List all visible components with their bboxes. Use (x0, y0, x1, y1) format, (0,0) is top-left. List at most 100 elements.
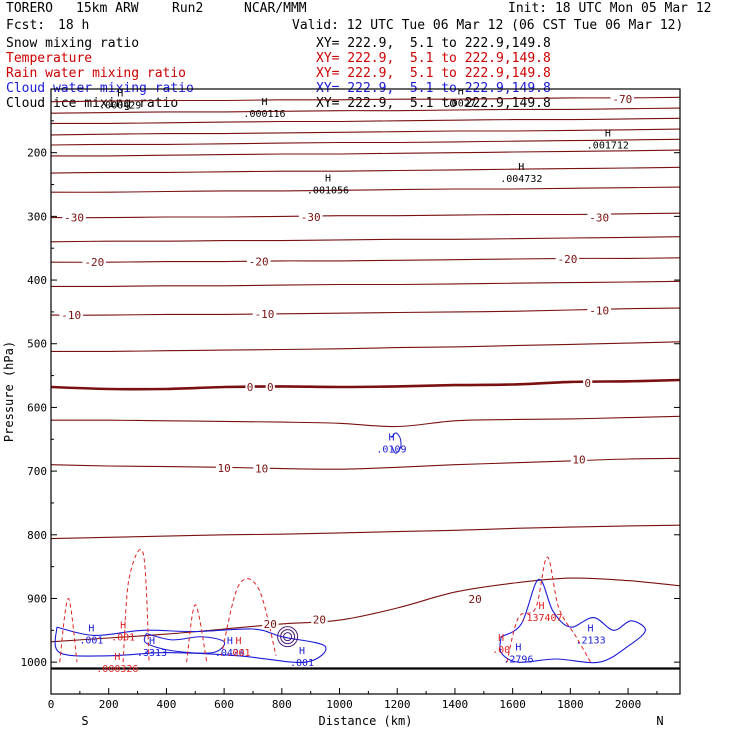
forecast-label: Fcst: (6, 18, 46, 33)
field-xy-range: XY= 222.9, 5.1 to 222.9,149.8 (316, 96, 551, 111)
temperature-contour (51, 96, 680, 103)
temperature-label: -20 (558, 253, 578, 266)
snow-maximum-marker: H (458, 87, 464, 98)
rain-maximum-value: .000326 (96, 664, 138, 675)
temperature-label: 20 (264, 618, 277, 631)
south-end-label: S (81, 714, 88, 728)
temperature-label-bg (610, 93, 635, 105)
temperature-label: -30 (589, 212, 609, 225)
temperature-label: -30 (301, 211, 321, 224)
temperature-label: 20 (469, 593, 482, 606)
field-xy-range: XY= 222.9, 5.1 to 222.9,149.8 (316, 66, 551, 81)
temperature-label-bg (59, 309, 83, 321)
snow-maximum-marker: H (518, 162, 524, 173)
rain-water-region (122, 549, 150, 663)
temperature-label: 10 (217, 462, 230, 475)
x-tick-label: 600 (214, 698, 234, 711)
snow-maximum-marker: H (605, 129, 611, 140)
temperature-label-bg (466, 593, 484, 605)
cloud-water-maximum-marker: H (227, 636, 233, 647)
temperature-contour (51, 107, 680, 114)
y-tick-label: 600 (27, 401, 47, 414)
temperature-label-bg (215, 461, 233, 473)
x-axis-title: Distance (km) (319, 714, 413, 728)
x-tick-label: 1800 (557, 698, 584, 711)
snow-maximum-value: .0027 (446, 99, 476, 110)
temperature-label-bg (587, 211, 612, 223)
y-tick-label: 300 (27, 210, 47, 223)
temperature-label-bg (262, 617, 279, 629)
x-tick-label: 2000 (615, 698, 642, 711)
snow-maximum-value: .004732 (500, 174, 542, 185)
temperature-contour (51, 236, 680, 243)
cloud-water-maximum-value: .001 (79, 636, 103, 647)
model-resolution: 15km ARW (76, 1, 139, 16)
cloud-water-region (499, 578, 646, 664)
temperature-label: 10 (572, 454, 585, 467)
cloud-water-maximum-value: .2796 (503, 655, 533, 666)
cloud-water-maximum-marker: H (299, 646, 305, 657)
y-tick-label: 200 (27, 147, 47, 160)
temperature-contour (51, 524, 680, 540)
y-tick-label: 700 (27, 465, 47, 478)
temperature-label-bg (298, 211, 323, 223)
temperature-label: -10 (589, 305, 609, 318)
rain-water-region (59, 597, 78, 663)
cloud-water-maximum-value: .001 (290, 658, 314, 669)
x-tick-label: 1000 (326, 698, 353, 711)
temperature-contour (51, 186, 680, 193)
temperature-label-bg (245, 381, 255, 393)
temperature-contour (51, 212, 680, 219)
temperature-label-bg (252, 307, 277, 319)
cloud-water-core (280, 629, 296, 645)
plot-area: -70-30 -30 -30-20 -20 -20-10 -10 -100 0 010 10102… (51, 87, 680, 675)
cloud-water-maximum-value: .0424 (215, 648, 245, 659)
temperature-label-bg (82, 256, 107, 268)
cloud-water-region (391, 432, 402, 454)
temperature-label: -20 (249, 256, 269, 269)
temperature-label: 20 (313, 613, 326, 626)
model-run: Run2 (172, 1, 204, 16)
rain-maximum-value: .137407 (520, 613, 562, 624)
cloud-water-core (277, 626, 299, 648)
y-tick-label: 800 (27, 529, 47, 542)
x-tick-label: 0 (48, 698, 55, 711)
temperature-contour (51, 577, 680, 643)
x-tick-label: 1400 (442, 698, 469, 711)
cloud-water-core (283, 632, 293, 642)
temperature-contour (51, 257, 680, 263)
cloud-water-region (54, 626, 327, 664)
y-tick-label: 900 (27, 592, 47, 605)
x-tick-label: 1200 (384, 698, 411, 711)
temperature-label-bg (246, 255, 271, 267)
cloud-water-maximum-marker: H (388, 432, 394, 443)
cloud-water-maximum-marker: H (88, 624, 94, 635)
rain-maximum-value: .00 (492, 645, 510, 656)
snow-maximum-value: .000116 (243, 109, 285, 120)
x-tick-label: 1600 (499, 698, 526, 711)
temperature-label: -70 (612, 93, 632, 106)
temperature-contour (51, 149, 680, 157)
field-xy-range: XY= 222.9, 5.1 to 222.9,149.8 (316, 51, 551, 66)
cloud-water-maximum-marker: H (515, 643, 521, 654)
x-tick-label: 800 (272, 698, 292, 711)
temperature-contour (51, 117, 680, 124)
rain-maximum-marker: H (236, 636, 242, 647)
y-tick-label: 400 (27, 274, 47, 287)
temperature-label: -30 (64, 212, 84, 225)
cloud-water-maximum-value: .3313 (137, 648, 167, 659)
temperature-label: 0 (267, 381, 274, 394)
temperature-label: 0 (584, 377, 591, 390)
rain-maximum-marker: H (120, 620, 126, 631)
rain-maximum-marker: H (498, 633, 504, 644)
temperature-contour (51, 378, 680, 391)
snow-maximum-value: .001712 (587, 141, 629, 152)
valid-time: Valid: 12 UTC Tue 06 Mar 12 (06 CST Tue … (292, 18, 684, 33)
y-tick-label: 1000 (21, 656, 48, 669)
forecast-hour: 18 h (58, 18, 90, 33)
cloud-water-maximum-marker: H (149, 636, 155, 647)
snow-maximum-marker: H (261, 97, 267, 108)
temperature-contour (51, 307, 680, 316)
cloud-water-maximum-value: .2133 (576, 636, 606, 647)
